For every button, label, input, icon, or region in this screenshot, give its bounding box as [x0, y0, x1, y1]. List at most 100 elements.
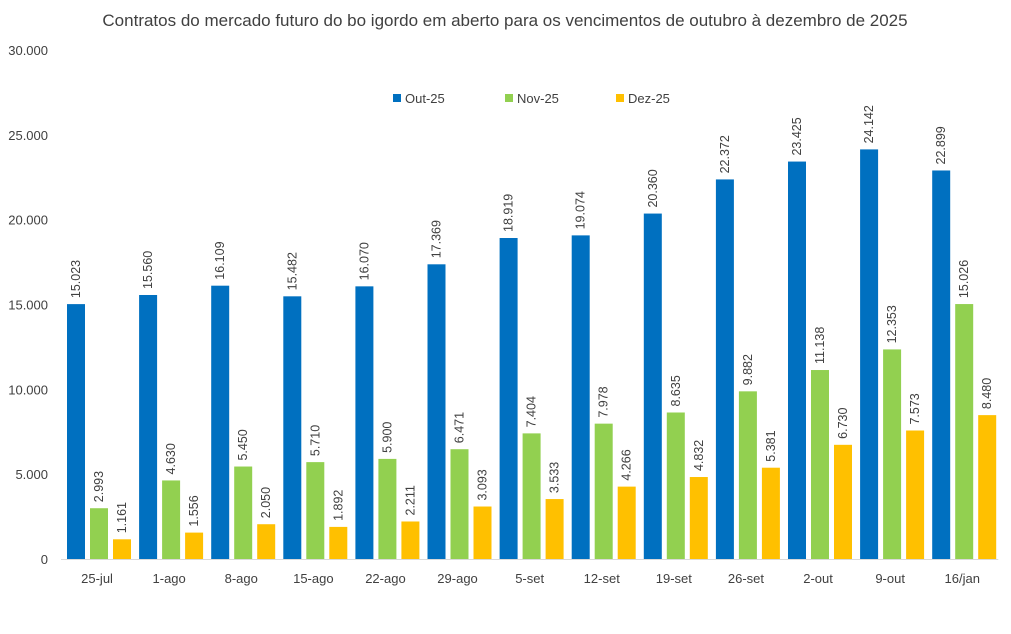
bar-nov-25 — [738, 391, 757, 559]
data-label: 12.353 — [885, 305, 899, 343]
legend-swatch-dez-25 — [616, 94, 624, 102]
bar-nov-25 — [522, 433, 541, 559]
data-label: 19.074 — [574, 191, 588, 229]
bar-dez-25 — [978, 415, 997, 559]
bar-dez-25 — [906, 430, 925, 559]
chart-title: Contratos do mercado futuro do bo igordo… — [102, 11, 907, 30]
x-tick-label: 5-set — [515, 571, 544, 586]
bar-dez-25 — [185, 532, 204, 559]
data-label: 9.882 — [741, 354, 755, 385]
bar-out-25 — [932, 170, 951, 560]
data-label: 5.450 — [236, 429, 250, 460]
x-tick-label: 19-set — [656, 571, 693, 586]
legend-label: Out-25 — [405, 91, 445, 106]
bar-nov-25 — [378, 458, 397, 559]
y-axis: 0 5.000 10.000 15.000 20.000 25.000 30.000 — [8, 43, 48, 567]
data-label: 7.978 — [597, 386, 611, 417]
bar-out-25 — [355, 286, 374, 559]
data-label: 15.023 — [69, 260, 83, 298]
data-label: 3.093 — [476, 469, 490, 500]
data-label: 3.533 — [548, 462, 562, 493]
data-label: 5.381 — [764, 430, 778, 461]
bar-out-25 — [715, 179, 734, 559]
bar-nov-25 — [306, 462, 325, 559]
data-label: 6.471 — [453, 412, 467, 443]
y-tick-label: 15.000 — [8, 298, 48, 313]
x-tick-label: 22-ago — [365, 571, 405, 586]
data-label: 15.026 — [957, 260, 971, 298]
bar-nov-25 — [450, 449, 469, 559]
bar-dez-25 — [761, 467, 780, 559]
data-label: 23.425 — [790, 117, 804, 155]
bar-out-25 — [427, 264, 446, 559]
bar-nov-25 — [811, 370, 829, 559]
bar-out-25 — [67, 304, 85, 559]
bar-dez-25 — [617, 486, 636, 559]
bar-dez-25 — [689, 477, 708, 559]
bar-nov-25 — [666, 412, 685, 559]
data-label: 1.161 — [115, 502, 129, 533]
bar-dez-25 — [545, 499, 564, 559]
data-label: 16.070 — [357, 242, 371, 280]
bar-out-25 — [571, 235, 590, 559]
x-tick-label: 16/jan — [945, 571, 980, 586]
data-label: 7.404 — [525, 396, 539, 427]
x-tick-label: 12-set — [584, 571, 621, 586]
y-tick-label: 20.000 — [8, 213, 48, 228]
data-label: 6.730 — [836, 407, 850, 438]
x-tick-label: 9-out — [875, 571, 905, 586]
bar-dez-25 — [401, 521, 420, 559]
data-label: 7.573 — [908, 393, 922, 424]
bar-dez-25 — [329, 526, 348, 559]
x-tick-label: 26-set — [728, 571, 765, 586]
bar-dez-25 — [257, 524, 276, 559]
bar-nov-25 — [90, 508, 108, 559]
legend-swatch-nov-25 — [505, 94, 513, 102]
y-tick-label: 10.000 — [8, 382, 48, 397]
data-label: 22.372 — [718, 135, 732, 173]
bar-nov-25 — [883, 349, 902, 559]
data-label: 2.993 — [92, 471, 106, 502]
y-tick-label: 25.000 — [8, 128, 48, 143]
data-label: 1.892 — [331, 490, 345, 521]
bar-dez-25 — [473, 506, 492, 559]
data-label: 16.109 — [213, 241, 227, 279]
x-tick-label: 29-ago — [437, 571, 477, 586]
bar-out-25 — [788, 161, 806, 559]
x-tick-label: 2-out — [803, 571, 833, 586]
x-tick-label: 8-ago — [225, 571, 258, 586]
data-label: 5.900 — [380, 422, 394, 453]
bars: 15.023 15.560 16.109 15.482 16.070 17.369 18.9… — [67, 105, 997, 560]
data-label: 4.630 — [164, 443, 178, 474]
data-label: 17.369 — [430, 220, 444, 258]
bar-out-25 — [643, 213, 662, 560]
x-tick-label: 1-ago — [153, 571, 186, 586]
data-label: 8.480 — [980, 378, 994, 409]
x-tick-label: 25-jul — [81, 571, 113, 586]
data-label: 11.138 — [813, 327, 827, 364]
x-tick-label: 15-ago — [293, 571, 333, 586]
data-label: 5.710 — [308, 425, 322, 456]
data-label: 20.360 — [646, 169, 660, 207]
data-label: 24.142 — [862, 105, 876, 143]
bar-nov-25 — [234, 466, 253, 559]
data-label: 4.266 — [620, 449, 634, 480]
x-axis: 25-jul 1-ago 8-ago 15-ago 22-ago 29-ago 5-set 1… — [61, 559, 999, 586]
legend: Out-25 Nov-25 Dez-25 — [393, 91, 670, 106]
bar-out-25 — [283, 296, 302, 559]
data-label: 4.832 — [692, 440, 706, 471]
y-tick-label: 5.000 — [15, 467, 48, 482]
bar-nov-25 — [594, 423, 613, 559]
bar-dez-25 — [113, 539, 131, 559]
legend-label: Nov-25 — [517, 91, 559, 106]
data-label: 2.211 — [403, 485, 417, 515]
legend-swatch-out-25 — [393, 94, 401, 102]
data-label: 1.556 — [187, 495, 201, 526]
data-label: 8.635 — [669, 375, 683, 406]
bar-nov-25 — [162, 480, 181, 559]
data-label: 18.919 — [502, 194, 516, 232]
data-label: 22.899 — [934, 126, 948, 164]
y-tick-label: 0 — [41, 552, 48, 567]
bar-dez-25 — [834, 444, 852, 559]
